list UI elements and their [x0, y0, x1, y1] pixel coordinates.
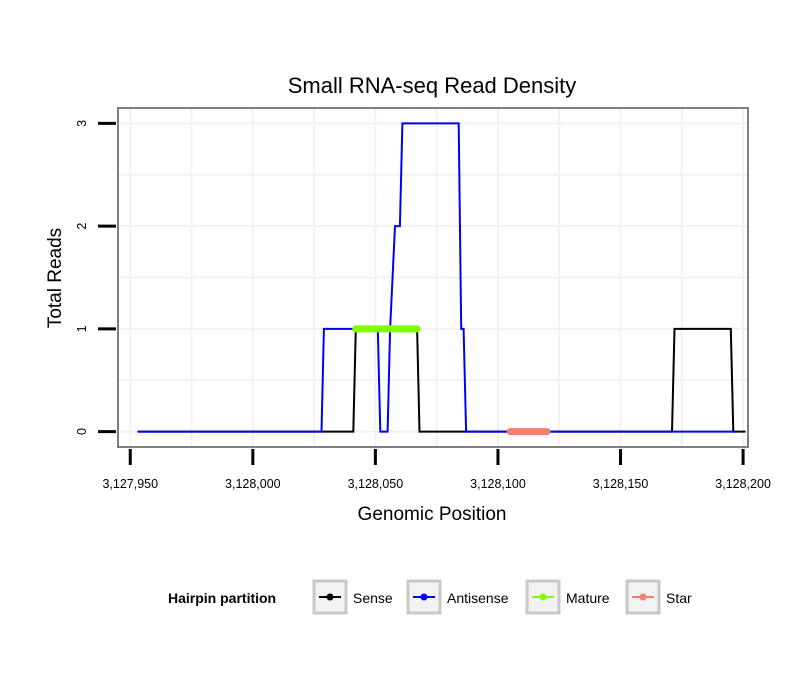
legend-key-marker	[539, 593, 547, 601]
x-tick-label: 3,128,200	[715, 477, 771, 491]
x-tick-label: 3,128,150	[593, 477, 649, 491]
x-tick-label: 3,127,950	[102, 477, 158, 491]
chart-title: Small RNA-seq Read Density	[288, 73, 577, 98]
y-tick-label: 3	[75, 120, 89, 127]
legend-key-marker	[639, 593, 647, 601]
legend-title: Hairpin partition	[168, 590, 276, 606]
series-layer	[137, 122, 746, 436]
legend-label: Sense	[353, 590, 393, 606]
x-axis: 3,127,950 3,128,000 3,128,050 3,128,100 3,12…	[102, 449, 771, 491]
y-tick-label: 2	[75, 223, 89, 230]
x-tick-label: 3,128,050	[348, 477, 404, 491]
legend-label: Mature	[566, 590, 610, 606]
plot-panel	[117, 107, 749, 448]
legend-key-marker	[420, 593, 428, 601]
y-tick-label: 1	[75, 325, 89, 332]
grid	[118, 108, 748, 447]
legend-key-marker	[326, 593, 334, 601]
x-tick-label: 3,128,100	[470, 477, 526, 491]
y-tick-label: 0	[75, 428, 89, 435]
y-axis: 0 1 2 3	[75, 120, 116, 435]
x-tick-label: 3,128,000	[225, 477, 281, 491]
x-axis-title: Genomic Position	[358, 504, 507, 525]
legend-label: Antisense	[447, 590, 509, 606]
legend-label: Star	[666, 590, 692, 606]
legend: Hairpin partition Sense Antisense Mature St…	[168, 579, 692, 615]
y-axis-title: Total Reads	[45, 228, 66, 328]
